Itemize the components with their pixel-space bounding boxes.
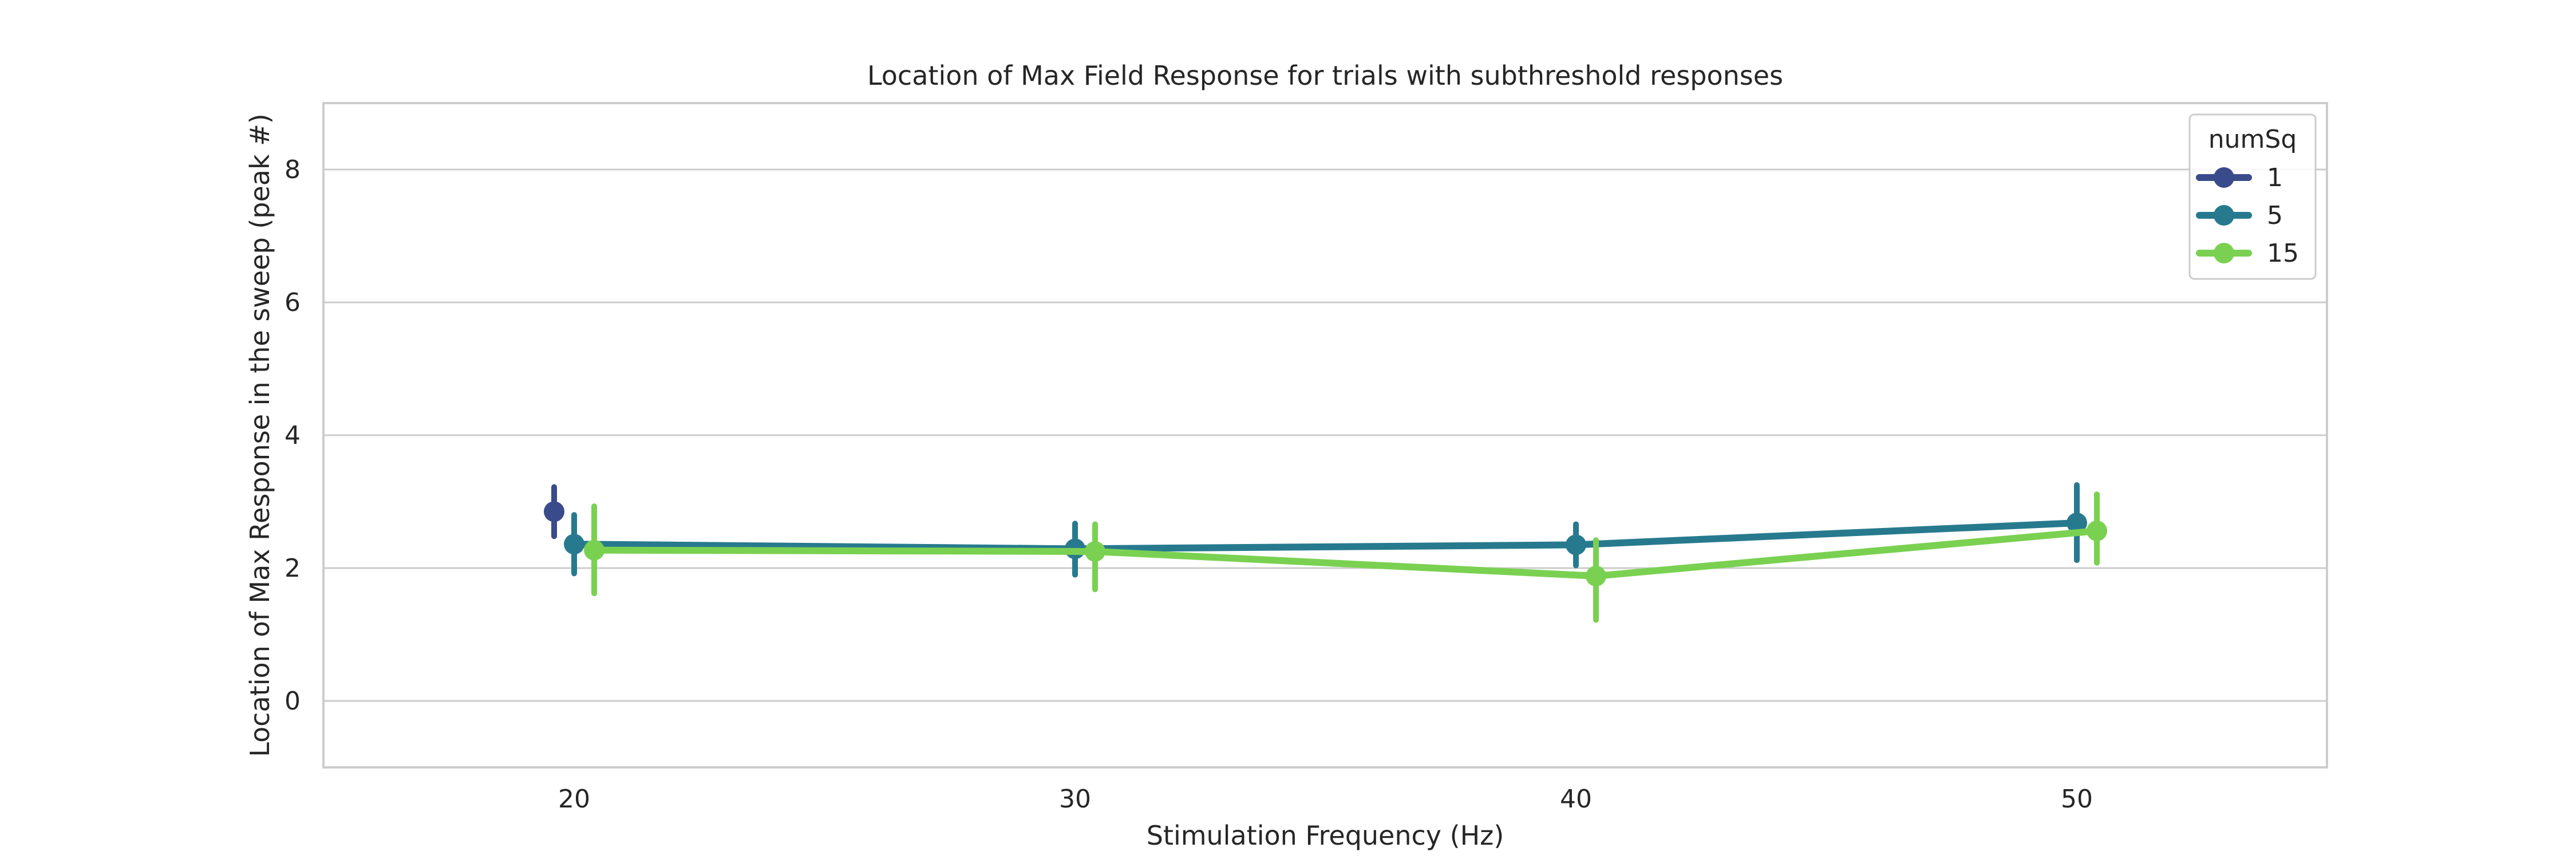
data-point: [1586, 565, 1606, 586]
legend-label: 5: [2267, 201, 2283, 230]
legend-label: 1: [2267, 163, 2283, 192]
grid-layer: [323, 168, 2327, 702]
legend-box: [2188, 113, 2317, 280]
data-point: [2087, 521, 2107, 542]
plot-frame: [322, 102, 2328, 769]
legend-marker: [2214, 205, 2234, 226]
x-tick-label: 40: [1560, 785, 1592, 814]
y-tick-label: 8: [285, 155, 301, 184]
y-tick-label: 0: [285, 687, 301, 716]
y-tick-label: 6: [285, 288, 301, 317]
data-point: [544, 501, 564, 522]
legend-title: numSq: [2208, 125, 2297, 154]
x-tick-label: 50: [2061, 785, 2093, 814]
data-point: [1085, 541, 1105, 562]
legend-label: 15: [2267, 239, 2299, 268]
x-axis-label: Stimulation Frequency (Hz): [1147, 820, 1504, 851]
series-line: [591, 527, 2100, 580]
series-layer: [544, 482, 2107, 623]
x-tick-label: 30: [1059, 785, 1091, 814]
data-point: [2067, 513, 2087, 534]
x-tick-label: 20: [558, 785, 590, 814]
y-tick-label: 4: [285, 421, 301, 450]
series-1: [544, 484, 564, 539]
axis-layer: 0 2 4 6 8 20 30 40 50: [285, 155, 2093, 814]
data-point: [564, 534, 584, 555]
y-axis-label: Location of Max Response in the sweep (p…: [244, 113, 275, 756]
series-line: [571, 519, 2080, 553]
legend-marker: [2214, 243, 2234, 263]
series-15: [584, 491, 2107, 623]
chart-title: Location of Max Field Response for trial…: [867, 60, 1783, 91]
series-5: [564, 482, 2087, 578]
legend-marker: [2214, 167, 2234, 188]
y-tick-label: 2: [285, 554, 301, 583]
data-point: [584, 539, 605, 561]
data-point: [1566, 534, 1586, 555]
